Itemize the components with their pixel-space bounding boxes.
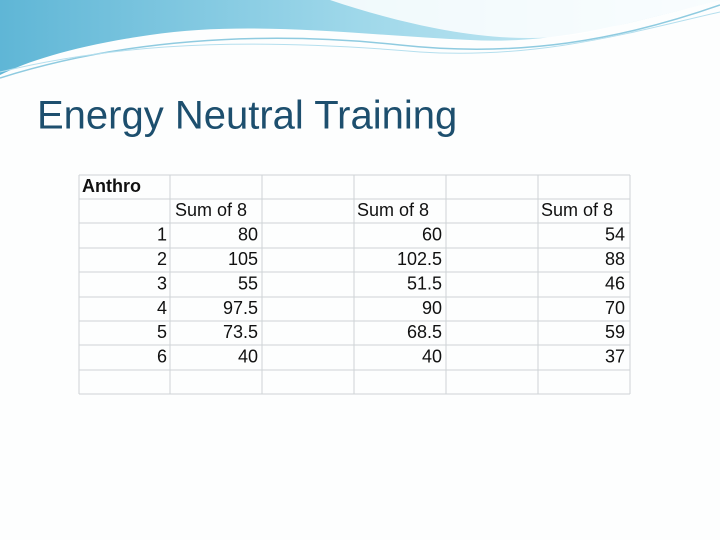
row-number: 5 <box>157 322 167 342</box>
table-cell: 88 <box>605 249 625 269</box>
table-cell: 46 <box>605 273 625 293</box>
table-cell: 97.5 <box>223 298 258 318</box>
decor-line <box>0 11 720 73</box>
table-cell: 70 <box>605 298 625 318</box>
column-header: Sum of 8 <box>541 200 613 220</box>
row-number: 4 <box>157 298 167 318</box>
table-cell: 55 <box>238 273 258 293</box>
table-cell: 73.5 <box>223 322 258 342</box>
row-number: 3 <box>157 273 167 293</box>
table-cell: 105 <box>228 249 258 269</box>
slide-title: Energy Neutral Training <box>37 94 457 138</box>
table-cell: 59 <box>605 322 625 342</box>
table-cell: 68.5 <box>407 322 442 342</box>
column-header: Sum of 8 <box>357 200 429 220</box>
table-cell: 51.5 <box>407 273 442 293</box>
table-label: Anthro <box>82 176 141 196</box>
table-cell: 102.5 <box>397 249 442 269</box>
row-number: 6 <box>157 346 167 366</box>
column-header: Sum of 8 <box>175 200 247 220</box>
row-number: 2 <box>157 249 167 269</box>
table-cell: 40 <box>422 346 442 366</box>
table-cell: 40 <box>238 346 258 366</box>
decor-wave-light <box>330 0 720 39</box>
row-number: 1 <box>157 224 167 244</box>
table-cell: 80 <box>238 224 258 244</box>
decor-line <box>0 4 720 79</box>
table-cell: 60 <box>422 224 442 244</box>
table-cell: 90 <box>422 298 442 318</box>
table-cell: 37 <box>605 346 625 366</box>
table-cell: 54 <box>605 224 625 244</box>
